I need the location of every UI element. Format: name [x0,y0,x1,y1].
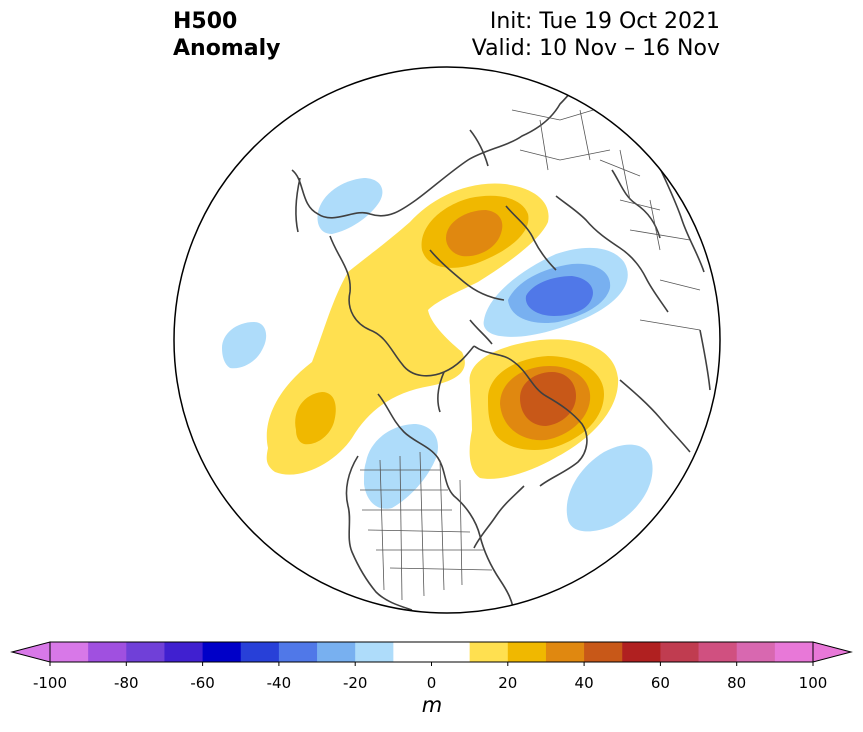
colorbar-cell [50,642,89,662]
coastlines [291,71,711,613]
colorbar-tick-label: 100 [798,674,828,692]
anomaly-negative-siberia-30 [525,276,594,316]
colorbar-cell [545,642,585,662]
map-dates: Init: Tue 19 Oct 2021 Valid: 10 Nov – 16… [472,8,720,62]
anomaly-negative-greenland [317,178,383,234]
colorbar-tick-label: -100 [32,674,68,692]
colorbar-cell [507,642,547,662]
valid-dates: Valid: 10 Nov – 16 Nov [471,36,720,61]
colorbar-over-triangle [812,641,853,663]
colorbar-cell [584,642,623,662]
map-title: H500 Anomaly [173,8,280,62]
colorbar-cell [469,642,509,662]
colorbar-cell [88,642,127,662]
colorbar [10,641,853,666]
colorbar-cell [355,642,394,662]
colorbar-tick-label: 20 [498,674,518,692]
colorbar-cell [736,642,776,662]
colorbar-cell [774,642,814,662]
colorbar-cell [240,642,280,662]
anomaly-negative-atlantic [566,444,653,532]
political-borders [360,107,701,601]
colorbar-cell [393,642,433,662]
globe-boundary [173,66,721,614]
anomaly-positive-core-b [295,392,336,445]
colorbar-cell [622,642,661,662]
colorbar-ticks [49,662,814,666]
colorbar-cell [126,642,166,662]
colorbar-cell [660,642,700,662]
colorbar-cells [50,642,814,662]
colorbar-tick-label: 60 [650,674,670,692]
title-variable: H500 [173,9,238,34]
colorbar-tick-label: -80 [114,674,139,692]
colorbar-tick-label: 0 [426,674,437,692]
polar-anomaly-map [173,66,721,614]
colorbar-cell [317,642,356,662]
anomaly-negative-central-pacific [222,322,267,369]
colorbar-cell [698,642,738,662]
colorbar-tick-label: 40 [574,674,594,692]
colorbar-cell [164,642,204,662]
colorbar-cell [202,642,242,662]
anomaly-positive-core-a2 [446,210,503,257]
colorbar-tick-label: -40 [266,674,292,692]
colorbar-cell [278,642,318,662]
colorbar-under-triangle [10,641,51,663]
colorbar-tick-label: -20 [342,674,368,692]
colorbar-tick-label: -60 [190,674,215,692]
colorbar-cell [431,642,471,662]
title-field: Anomaly [173,36,281,61]
anomaly-negative-west-na [364,424,438,509]
colorbar-unit: m [421,693,443,717]
colorbar-tick-label: 80 [727,674,747,692]
init-date: Init: Tue 19 Oct 2021 [489,9,720,34]
